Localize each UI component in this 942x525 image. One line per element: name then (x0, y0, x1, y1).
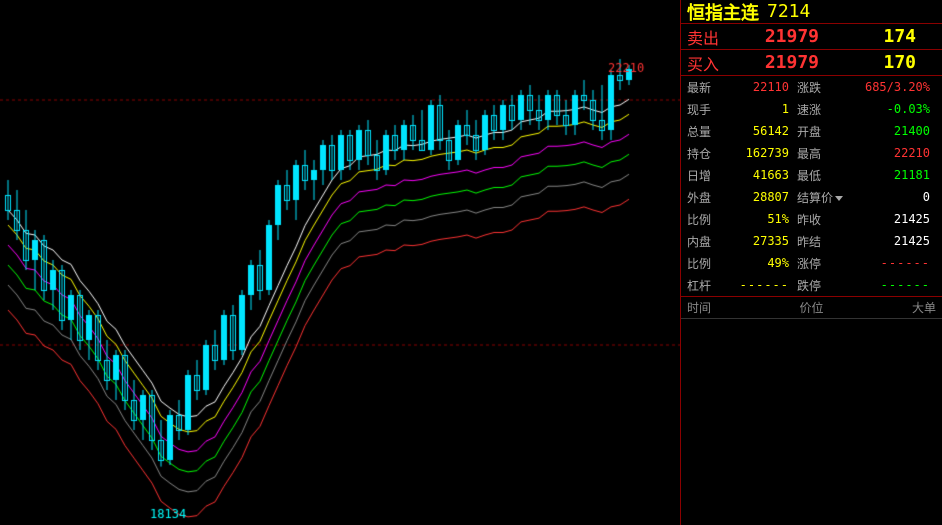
quote-row: 比例51%昨收21425 (681, 208, 942, 230)
quote-label: 最新 (687, 79, 727, 96)
bid-row: 买入 21979 170 (681, 50, 942, 76)
quote-value: 41663 (727, 168, 797, 182)
quote-label: 杠杆 (687, 277, 727, 294)
quote-label: 总量 (687, 123, 727, 140)
quote-value: 162739 (727, 146, 797, 160)
bid-price: 21979 (729, 52, 819, 73)
quote-label: 昨收 (797, 211, 845, 228)
quote-value: 21400 (845, 124, 936, 138)
quote-row: 总量56142开盘21400 (681, 120, 942, 142)
quote-label: 涨跌 (797, 79, 845, 96)
dropdown-icon[interactable] (835, 196, 843, 201)
instrument-name: 恒指主连 (687, 0, 759, 25)
quote-row: 外盘28807结算价0 (681, 186, 942, 208)
instrument-code: 7214 (767, 1, 810, 22)
quote-label: 比例 (687, 255, 727, 272)
quote-value: ------ (727, 278, 797, 292)
quote-label: 内盘 (687, 233, 727, 250)
quote-row: 日增41663最低21181 (681, 164, 942, 186)
quote-row: 现手1速涨-0.03% (681, 98, 942, 120)
chart-area[interactable] (0, 0, 680, 525)
quote-label: 最低 (797, 167, 845, 184)
quote-label: 涨停 (797, 255, 845, 272)
ask-volume: 174 (819, 26, 936, 47)
quote-label: 持仓 (687, 145, 727, 162)
quote-row: 比例49%涨停------ (681, 252, 942, 274)
quote-value: 28807 (727, 190, 797, 204)
ask-label: 卖出 (687, 25, 729, 49)
quote-value: 21181 (845, 168, 936, 182)
quote-label: 开盘 (797, 123, 845, 140)
quote-value: 22110 (727, 80, 797, 94)
quote-label: 日增 (687, 167, 727, 184)
quote-value: 22210 (845, 146, 936, 160)
quote-label: 外盘 (687, 189, 727, 206)
quote-label: 现手 (687, 101, 727, 118)
quote-value: ------ (845, 278, 936, 292)
quote-value: -0.03% (845, 102, 936, 116)
quote-value: 56142 (727, 124, 797, 138)
trade-log-header: 时间 价位 大单 (681, 297, 942, 319)
quote-value: 49% (727, 256, 797, 270)
quote-value: 51% (727, 212, 797, 226)
quote-label: 昨结 (797, 233, 845, 250)
quote-panel: 恒指主连 7214 卖出 21979 174 买入 21979 170 最新22… (680, 0, 942, 525)
ask-price: 21979 (729, 26, 819, 47)
quote-value: 27335 (727, 234, 797, 248)
quote-label: 最高 (797, 145, 845, 162)
bid-volume: 170 (819, 52, 936, 73)
quote-row: 最新22110涨跌685/3.20% (681, 76, 942, 98)
quote-row: 杠杆------跌停------ (681, 274, 942, 296)
candlestick-chart[interactable] (0, 0, 680, 525)
trade-header-size: 大单 (876, 299, 936, 316)
quote-value: 0 (845, 190, 936, 204)
quote-label: 结算价 (797, 189, 845, 206)
quote-value: 1 (727, 102, 797, 116)
quote-value: 21425 (845, 212, 936, 226)
quote-label: 比例 (687, 211, 727, 228)
instrument-title: 恒指主连 7214 (681, 0, 942, 24)
trade-header-price: 价位 (747, 299, 876, 316)
ask-row: 卖出 21979 174 (681, 24, 942, 50)
quote-value: ------ (845, 256, 936, 270)
quote-data-grid: 最新22110涨跌685/3.20%现手1速涨-0.03%总量56142开盘21… (681, 76, 942, 297)
quote-label: 跌停 (797, 277, 845, 294)
trade-header-time: 时间 (687, 299, 747, 316)
bid-label: 买入 (687, 51, 729, 75)
quote-row: 内盘27335昨结21425 (681, 230, 942, 252)
quote-label: 速涨 (797, 101, 845, 118)
quote-value: 21425 (845, 234, 936, 248)
quote-row: 持仓162739最高22210 (681, 142, 942, 164)
quote-value: 685/3.20% (845, 80, 936, 94)
app-container: 恒指主连 7214 卖出 21979 174 买入 21979 170 最新22… (0, 0, 942, 525)
